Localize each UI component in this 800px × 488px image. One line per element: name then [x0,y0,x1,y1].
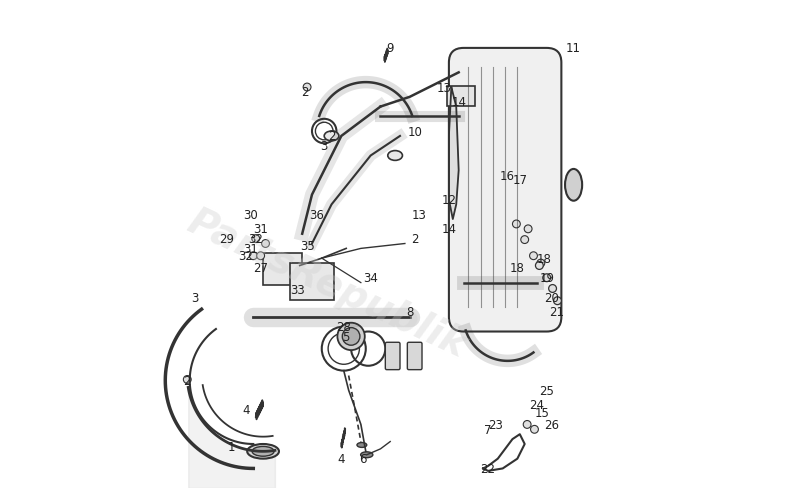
Text: 14: 14 [442,223,456,236]
Circle shape [342,328,360,346]
Circle shape [303,84,311,92]
Text: 26: 26 [544,418,559,431]
Text: 34: 34 [363,272,378,285]
Text: 24: 24 [530,399,545,411]
Circle shape [183,376,191,384]
Text: 18: 18 [537,252,552,265]
Circle shape [554,297,562,305]
Text: 12: 12 [442,194,456,206]
Text: 28: 28 [336,321,351,333]
Text: 23: 23 [488,418,502,431]
Ellipse shape [565,170,582,201]
Text: 8: 8 [406,306,414,319]
Text: 31: 31 [253,223,268,236]
Text: 11: 11 [566,42,581,55]
Circle shape [513,221,520,228]
Text: PartsRepublik: PartsRepublik [181,202,472,364]
Text: 4: 4 [338,452,345,465]
Text: 2: 2 [183,374,191,387]
Text: 36: 36 [310,208,324,221]
Text: 6: 6 [359,452,367,465]
Text: 10: 10 [407,125,422,138]
Text: 21: 21 [549,306,564,319]
Circle shape [338,323,365,350]
Ellipse shape [388,151,402,161]
Circle shape [252,235,260,243]
Circle shape [530,252,538,260]
Text: 18: 18 [510,262,525,275]
Text: 14: 14 [451,96,466,109]
Polygon shape [449,88,458,220]
Circle shape [523,421,531,428]
Ellipse shape [247,444,279,459]
Circle shape [549,285,557,293]
Text: 19: 19 [539,272,554,285]
Text: 32: 32 [248,233,263,245]
Circle shape [535,262,543,270]
Text: 2: 2 [411,233,418,245]
Ellipse shape [324,132,339,142]
Ellipse shape [357,443,366,447]
Text: 15: 15 [534,406,550,419]
Text: 17: 17 [512,174,527,187]
Circle shape [524,225,532,233]
Circle shape [542,274,550,282]
Circle shape [456,97,464,105]
Ellipse shape [361,452,373,458]
Text: 1: 1 [227,440,235,453]
Circle shape [530,426,538,433]
Text: 35: 35 [300,240,314,253]
Text: 4: 4 [242,404,250,416]
Text: 30: 30 [243,208,258,221]
Circle shape [257,252,265,260]
Circle shape [250,252,258,260]
Circle shape [329,131,337,139]
FancyBboxPatch shape [263,254,302,285]
Text: 33: 33 [290,284,305,297]
Text: 25: 25 [539,384,554,397]
Circle shape [262,240,270,248]
Text: 20: 20 [544,291,559,304]
Circle shape [537,260,545,267]
Text: 9: 9 [386,42,394,55]
Text: 7: 7 [484,423,492,436]
FancyBboxPatch shape [449,49,562,332]
Circle shape [521,236,529,244]
Text: 22: 22 [481,462,495,475]
Text: 13: 13 [412,208,427,221]
Text: 3: 3 [191,291,198,304]
FancyBboxPatch shape [386,343,400,370]
Text: 2: 2 [301,86,308,99]
Text: 5: 5 [342,330,350,343]
Text: 29: 29 [219,233,234,245]
FancyBboxPatch shape [290,264,334,300]
Text: 27: 27 [253,262,268,275]
FancyBboxPatch shape [447,86,475,106]
Text: 13: 13 [437,81,451,94]
Text: 3: 3 [321,140,328,153]
FancyBboxPatch shape [407,343,422,370]
Text: 2: 2 [328,130,335,143]
Text: 16: 16 [500,169,515,182]
Ellipse shape [252,447,274,456]
Text: 32: 32 [238,250,254,263]
Text: 31: 31 [243,243,258,255]
